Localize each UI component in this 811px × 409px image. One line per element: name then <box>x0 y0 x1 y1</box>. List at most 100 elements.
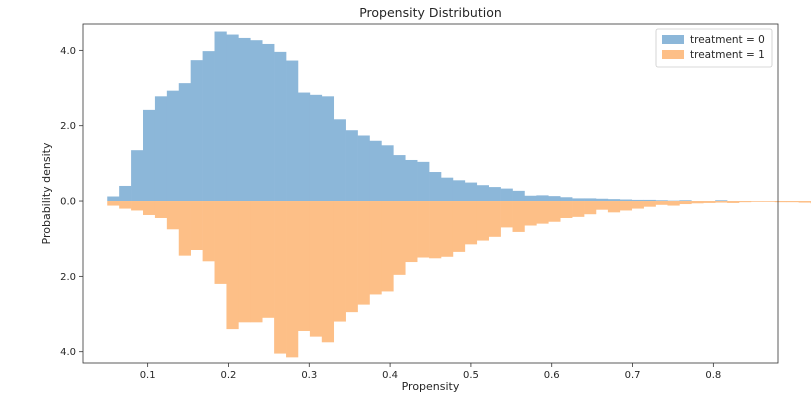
bar-treatment-0 <box>595 198 609 202</box>
bar-treatment-1 <box>727 201 740 203</box>
bar-treatment-1 <box>262 201 275 318</box>
bar-treatment-1 <box>536 201 549 224</box>
bar-treatment-1 <box>774 201 787 203</box>
bar-treatment-0 <box>154 96 168 202</box>
bar-treatment-0 <box>417 161 430 202</box>
bar-treatment-1 <box>667 201 680 206</box>
bar-treatment-0 <box>238 37 251 202</box>
bar-treatment-0 <box>584 198 597 202</box>
bar-treatment-1 <box>429 201 442 259</box>
bar-treatment-0 <box>131 150 144 202</box>
bar-treatment-1 <box>274 201 287 354</box>
y-tick-label: 2.0 <box>60 121 76 132</box>
x-tick-label: 0.3 <box>301 370 317 381</box>
bar-treatment-1 <box>762 201 776 202</box>
bar-treatment-1 <box>798 201 811 203</box>
bar-treatment-0 <box>250 40 263 202</box>
bar-treatment-0 <box>619 199 633 202</box>
bar-treatment-1 <box>572 201 585 217</box>
bar-treatment-1 <box>595 201 609 210</box>
bar-treatment-1 <box>584 201 597 215</box>
bar-treatment-0 <box>548 196 561 202</box>
bar-treatment-1 <box>393 201 406 275</box>
bar-treatment-1 <box>345 201 358 313</box>
bar-treatment-0 <box>631 199 644 202</box>
bar-treatment-0 <box>667 200 680 202</box>
bar-treatment-0 <box>476 185 489 202</box>
bar-treatment-0 <box>321 96 335 202</box>
bar-treatment-1 <box>643 201 656 207</box>
chart-title: Propensity Distribution <box>359 5 502 20</box>
bar-treatment-0 <box>452 180 466 202</box>
bar-treatment-0 <box>166 90 180 202</box>
bar-treatment-1 <box>548 201 561 222</box>
bar-treatment-0 <box>369 140 382 202</box>
bar-treatment-1 <box>107 201 120 206</box>
bar-treatment-1 <box>631 201 644 209</box>
bar-treatment-0 <box>524 195 537 202</box>
legend: treatment = 0 treatment = 1 <box>655 28 773 68</box>
bar-treatment-0 <box>381 145 394 202</box>
bar-treatment-0 <box>643 199 656 202</box>
x-tick-label: 0.2 <box>221 370 237 381</box>
bar-treatment-1 <box>178 201 191 256</box>
bar-treatment-0 <box>512 190 525 202</box>
bar-treatment-0 <box>107 196 120 202</box>
axes: 0.1 0.2 0.3 0.4 0.5 0.6 0.7 0.8 4.0 2.0 0.0 2.0 4.0 <box>60 46 721 381</box>
bar-treatment-1 <box>357 201 370 305</box>
bar-treatment-1 <box>500 201 513 228</box>
y-tick-label: 2.0 <box>60 272 76 283</box>
bar-treatment-0 <box>333 119 346 202</box>
bar-treatment-1 <box>405 201 418 263</box>
bar-treatment-1 <box>202 201 215 262</box>
x-tick-label: 0.5 <box>463 370 479 381</box>
bar-treatment-1 <box>703 201 716 203</box>
bar-treatment-1 <box>297 201 311 331</box>
x-tick-label: 0.7 <box>625 370 641 381</box>
bar-treatment-1 <box>786 201 799 203</box>
y-tick-label: 4.0 <box>60 46 76 57</box>
bar-treatment-0 <box>441 177 454 202</box>
bar-treatment-1 <box>524 201 537 226</box>
bar-treatment-0 <box>560 197 573 202</box>
bar-treatment-1 <box>190 201 203 250</box>
x-tick-label: 0.4 <box>382 370 398 381</box>
bar-treatment-1 <box>452 201 466 252</box>
bar-treatment-1 <box>369 201 382 295</box>
bar-treatment-0 <box>607 199 621 202</box>
bar-treatment-0 <box>405 159 418 202</box>
y-tick-label: 4.0 <box>60 347 76 358</box>
bar-treatment-1 <box>381 201 394 292</box>
bar-treatment-0 <box>286 60 299 202</box>
bar-treatment-1 <box>739 201 752 203</box>
bar-treatment-0 <box>345 130 358 202</box>
bar-treatment-1 <box>226 201 239 330</box>
bar-treatment-0 <box>429 172 442 202</box>
bar-treatment-1 <box>560 201 573 218</box>
legend-label-treatment-0: treatment = 0 <box>690 34 765 46</box>
bar-treatment-0 <box>178 83 191 202</box>
bar-treatment-1 <box>691 201 704 204</box>
bar-treatment-0 <box>679 200 692 202</box>
bar-treatment-1 <box>321 201 335 343</box>
bar-treatment-1 <box>750 201 764 202</box>
bar-treatment-1 <box>679 201 692 205</box>
bar-treatment-0 <box>274 51 287 202</box>
x-tick-label: 0.6 <box>544 370 560 381</box>
y-axis-label: Probability density <box>40 142 53 244</box>
x-tick-label: 0.1 <box>140 370 156 381</box>
legend-swatch-treatment-0 <box>662 35 684 44</box>
series-treatment-1-bars <box>107 201 811 358</box>
bar-treatment-1 <box>286 201 299 358</box>
bar-treatment-1 <box>214 201 227 284</box>
bar-treatment-0 <box>190 60 203 202</box>
bar-treatment-1 <box>441 201 454 257</box>
bar-treatment-1 <box>119 201 132 209</box>
bar-treatment-1 <box>417 201 430 258</box>
bar-treatment-1 <box>655 201 668 205</box>
legend-box <box>655 28 773 68</box>
bar-treatment-1 <box>607 201 621 213</box>
bar-treatment-0 <box>202 51 215 202</box>
bar-treatment-1 <box>512 201 525 232</box>
